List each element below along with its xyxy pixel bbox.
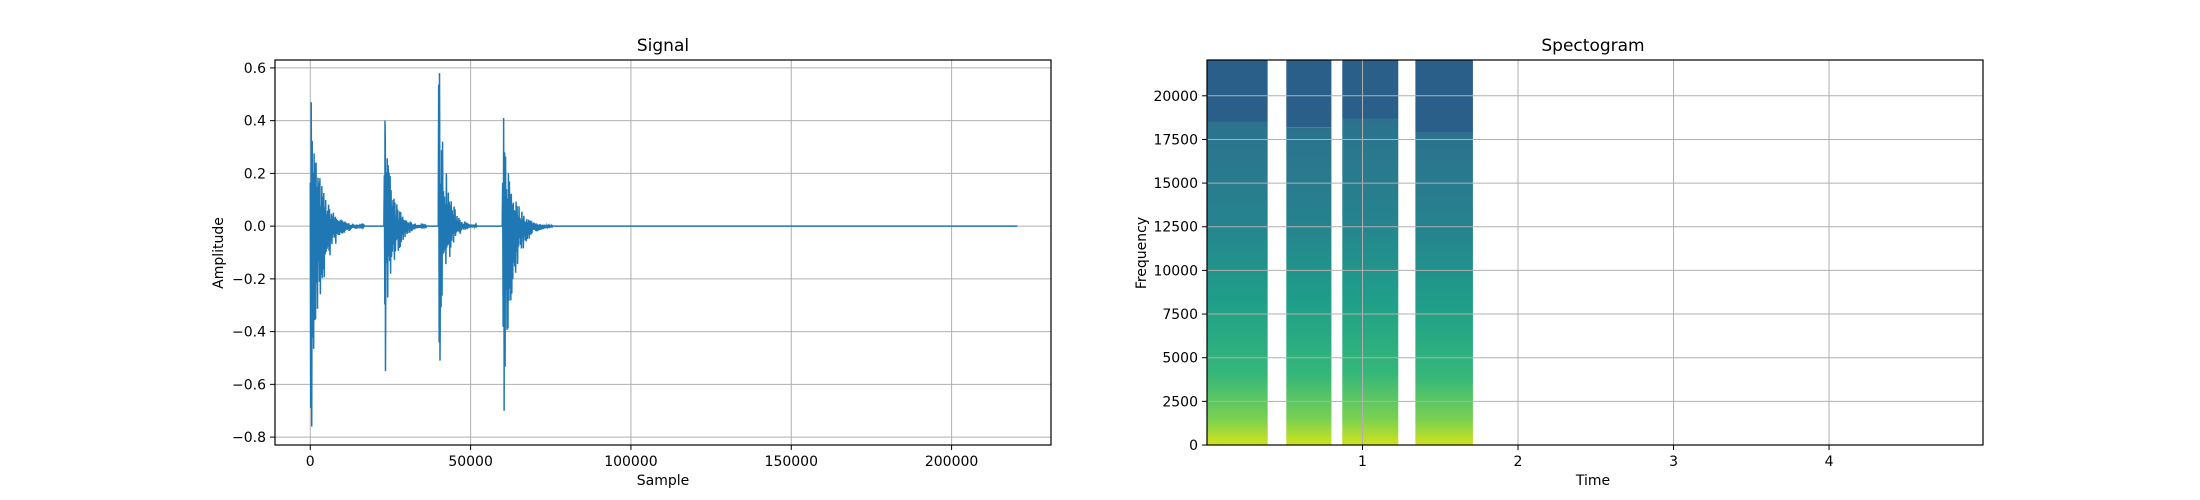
signal-xlabel: Sample: [637, 473, 690, 489]
spectrogram-y-tick-label: 10000: [1153, 263, 1198, 279]
spectrogram-x-tick-label: 3: [1669, 454, 1678, 470]
spectrogram-x-tick-label: 4: [1825, 454, 1834, 470]
signal-y-tick-label: 0.6: [244, 61, 266, 77]
spectrogram-segment-energy: [1415, 132, 1473, 445]
signal-ticks: 0 50000 100000 150000 200000 −0.8 −0.6 −0.4 −0.2…: [232, 61, 978, 470]
signal-x-tick-label: 150000: [765, 454, 818, 470]
signal-y-tick-label: −0.2: [232, 272, 266, 288]
signal-series-line: [309, 73, 1018, 427]
signal-x-tick-label: 100000: [604, 454, 657, 470]
spectrogram-ylabel: Frequency: [1134, 217, 1150, 289]
spectrogram-y-tick-label: 2500: [1162, 394, 1198, 410]
spectrogram-x-tick-label: 1: [1358, 454, 1367, 470]
spectrogram-y-tick-label: 20000: [1153, 89, 1198, 105]
spectrogram-y-tick-label: 0: [1189, 438, 1198, 454]
spectrogram-segment-energy: [1207, 121, 1268, 445]
spectrogram-segments: [1207, 60, 1473, 445]
signal-panel: Signal 0 50000 100000 150000 200000 −0.8 −0.6 −…: [211, 36, 1052, 489]
spectrogram-segment-energy: [1342, 118, 1399, 445]
signal-x-tick-label: 0: [306, 454, 315, 470]
spectrogram-segment-energy: [1286, 127, 1332, 445]
spectrogram-x-tick-label: 2: [1514, 454, 1523, 470]
spectrogram-y-tick-label: 7500: [1162, 307, 1198, 323]
spectrogram-segment-high: [1207, 60, 1268, 122]
spectrogram-y-tick-label: 12500: [1153, 220, 1198, 236]
spectrogram-panel: Spectogram 1 2 3 4 0 2500 5000 7500 10000 12500 15…: [1134, 36, 1984, 489]
signal-ylabel: Amplitude: [211, 217, 227, 289]
signal-y-tick-label: 0.0: [244, 219, 266, 235]
spectrogram-axes-frame: [1206, 59, 1984, 446]
spectrogram-y-tick-label: 5000: [1162, 351, 1198, 367]
spectrogram-xlabel: Time: [1575, 473, 1610, 489]
spectrogram-segment-high: [1342, 60, 1399, 119]
spectrogram-y-tick-label: 17500: [1153, 132, 1198, 148]
signal-x-tick-label: 50000: [448, 454, 493, 470]
spectrogram-y-tick-label: 15000: [1153, 176, 1198, 192]
signal-y-tick-label: −0.8: [232, 430, 266, 446]
signal-y-tick-label: −0.6: [232, 377, 266, 393]
signal-axes-frame: [274, 59, 1052, 446]
signal-y-tick-label: −0.4: [232, 325, 266, 341]
spectrogram-segment-high: [1286, 60, 1332, 128]
signal-y-tick-label: 0.2: [244, 166, 266, 182]
spectrogram-ticks: 1 2 3 4 0 2500 5000 7500 10000 12500 15000 17500 200…: [1153, 89, 1833, 470]
signal-y-tick-label: 0.4: [244, 114, 266, 130]
signal-title: Signal: [637, 36, 689, 56]
spectrogram-title: Spectogram: [1541, 36, 1644, 56]
signal-x-tick-label: 200000: [925, 454, 978, 470]
